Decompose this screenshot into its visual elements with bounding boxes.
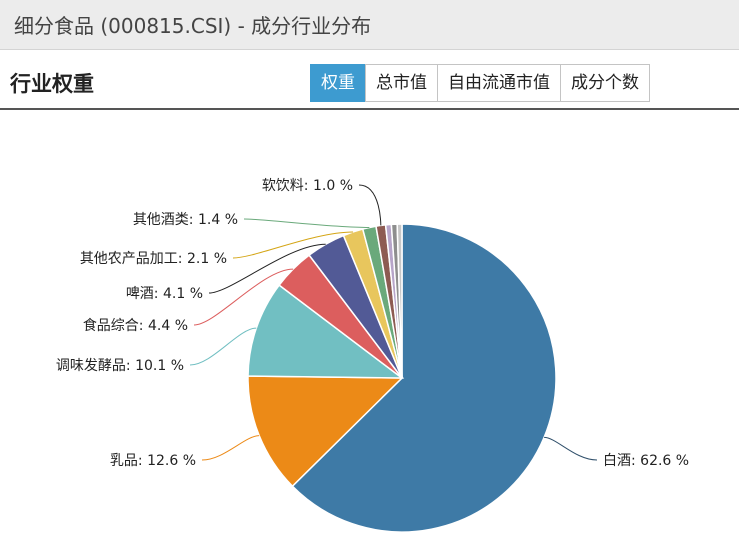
section-title: 行业权重 bbox=[10, 72, 94, 96]
leader-line-软饮料 bbox=[358, 184, 382, 226]
leader-line-白酒 bbox=[544, 436, 598, 461]
window-title: 细分食品 (000815.CSI) - 成分行业分布 bbox=[14, 14, 372, 38]
tab-total-market-cap[interactable]: 总市值 bbox=[365, 64, 438, 102]
leader-line-调味发酵品 bbox=[189, 327, 257, 366]
data-label-软饮料: 软饮料: 1.0 % bbox=[262, 178, 353, 194]
leader-line-啤酒 bbox=[208, 243, 326, 294]
pie-slice-调味发酵品[interactable] bbox=[247, 284, 405, 379]
leader-line-其他农产品加工 bbox=[232, 231, 354, 259]
data-label-其他农产品加工: 其他农产品加工: 2.1 % bbox=[80, 251, 227, 267]
pie-slice-白酒[interactable] bbox=[291, 223, 557, 533]
data-label-白酒: 白酒: 62.6 % bbox=[603, 453, 689, 469]
tab-constituent-count[interactable]: 成分个数 bbox=[560, 64, 650, 102]
industry-pie-chart: 白酒: 62.6 % 乳品: 12.6 % 调味发酵品: 10.1 % 食品综合: 4… bbox=[56, 178, 689, 533]
data-label-啤酒: 啤酒: 4.1 % bbox=[126, 286, 203, 302]
data-label-乳品: 乳品: 12.6 % bbox=[110, 453, 196, 469]
pie-slice-other-10[interactable] bbox=[396, 223, 403, 379]
window-titlebar: 细分食品 (000815.CSI) - 成分行业分布 bbox=[0, 0, 739, 50]
data-label-调味发酵品: 调味发酵品: 10.1 % bbox=[56, 358, 184, 374]
leader-line-其他酒类 bbox=[243, 218, 370, 229]
tab-weight[interactable]: 权重 bbox=[310, 64, 366, 102]
data-label-其他酒类: 其他酒类: 1.4 % bbox=[133, 212, 238, 228]
leader-line-食品综合 bbox=[193, 268, 294, 326]
leader-line-乳品 bbox=[201, 435, 260, 461]
section-header: 行业权重 权重 总市值 自由流通市值 成分个数 bbox=[0, 50, 739, 110]
data-label-食品综合: 食品综合: 4.4 % bbox=[83, 317, 188, 334]
metric-tabs: 权重 总市值 自由流通市值 成分个数 bbox=[310, 64, 650, 102]
tab-free-float-market-cap[interactable]: 自由流通市值 bbox=[437, 64, 561, 102]
